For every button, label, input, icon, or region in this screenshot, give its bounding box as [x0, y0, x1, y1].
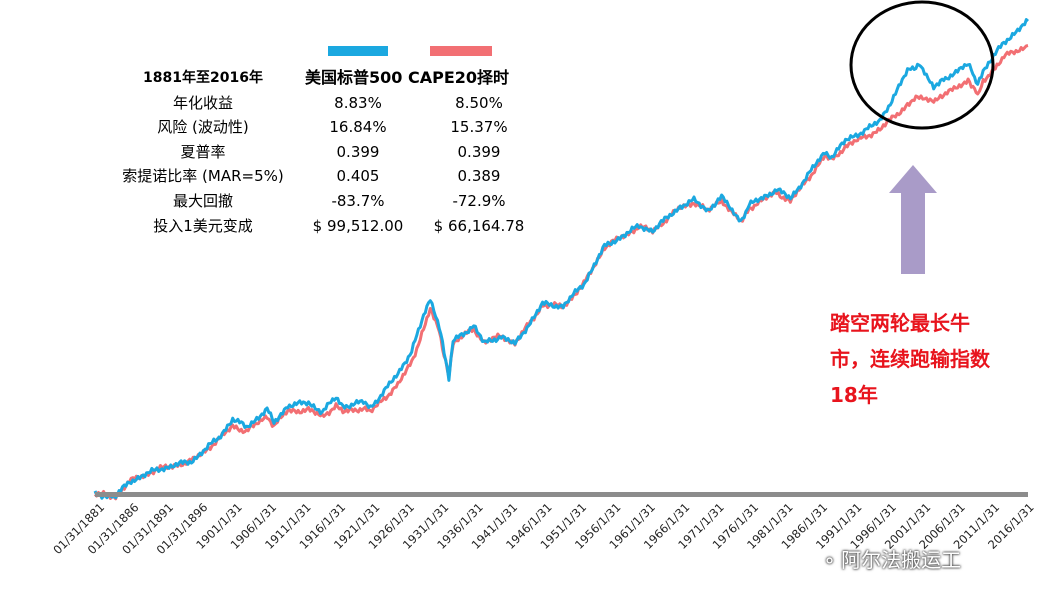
series-lines — [93, 18, 1029, 501]
highlight-circle — [849, 0, 995, 130]
wechat-icon: ⚬ — [822, 551, 838, 572]
stat-label: 索提诺比率 (MAR=5%) — [122, 167, 284, 186]
annotation-line: 18年 — [830, 383, 878, 407]
period-label: 1881年至2016年 — [143, 70, 263, 86]
up-arrow — [889, 165, 937, 274]
stat-value-sp500: 0.399 — [336, 142, 380, 161]
x-axis — [95, 492, 1028, 497]
watermark-text: 阿尔法搬运工 — [841, 548, 962, 572]
stat-value-sp500: 16.84% — [329, 118, 387, 137]
stat-value-cape20: 8.50% — [455, 93, 503, 112]
stat-value-cape20: 0.399 — [457, 142, 501, 161]
stat-value-cape20: 15.37% — [450, 118, 508, 137]
series-line-sp500 — [93, 18, 1029, 500]
stat-value-sp500: $ 99,512.00 — [312, 216, 404, 235]
legend-swatch-sp500 — [328, 46, 388, 56]
annotation-line: 踏空两轮最长牛 — [830, 311, 970, 335]
stat-value-cape20: 0.389 — [457, 167, 501, 186]
stat-value-sp500: 0.405 — [336, 167, 380, 186]
annotation-text: 踏空两轮最长牛 市，连续跑输指数 18年 — [830, 305, 990, 413]
legend-swatch-cape20 — [430, 46, 492, 56]
stat-label: 投入1美元变成 — [153, 216, 253, 235]
stat-value-cape20: $ 66,164.78 — [433, 216, 525, 235]
watermark: ⚬ 阿尔法搬运工 — [822, 544, 961, 573]
stat-value-cape20: -72.9% — [452, 191, 506, 210]
stat-label: 最大回撤 — [172, 191, 233, 210]
stat-label: 年化收益 — [172, 93, 233, 112]
stat-label: 夏普率 — [180, 142, 226, 161]
stat-value-sp500: 8.83% — [334, 93, 382, 112]
series-title: 美国标普500 CAPE20择时 — [305, 68, 510, 87]
stat-label: 风险 (波动性) — [157, 118, 249, 137]
annotation-line: 市，连续跑输指数 — [830, 347, 990, 371]
stat-value-sp500: -83.7% — [331, 191, 385, 210]
